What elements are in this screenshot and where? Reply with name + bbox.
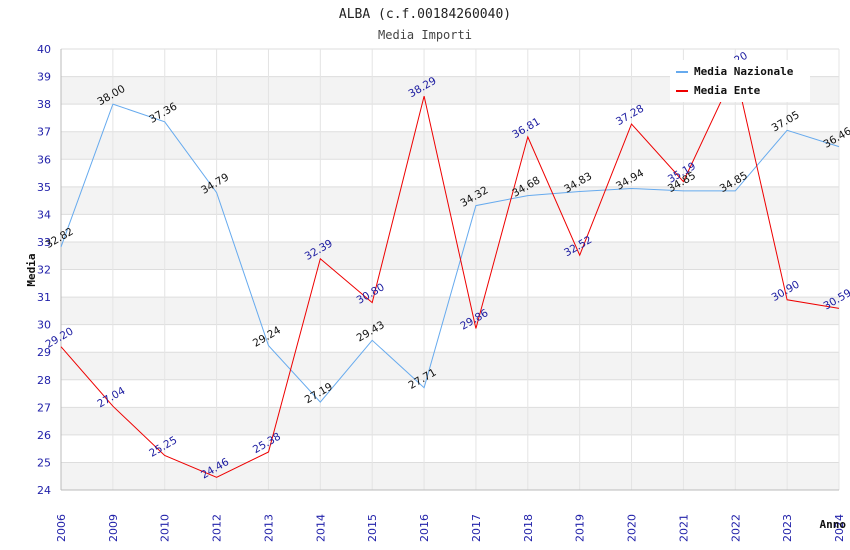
plot-band (61, 241, 839, 270)
x-tick-label: 2020 (626, 514, 639, 542)
y-tick-label: 31 (37, 291, 51, 304)
x-tick-label: 2018 (522, 514, 535, 542)
y-tick-label: 27 (37, 401, 51, 414)
y-tick-label: 40 (37, 43, 51, 56)
plot-band (61, 434, 839, 463)
y-tick-label: 30 (37, 319, 51, 332)
x-tick-label: 2015 (366, 514, 379, 542)
x-tick-label: 2012 (211, 514, 224, 542)
y-tick-label: 36 (37, 153, 51, 166)
y-tick-label: 39 (37, 71, 51, 84)
x-tick-label: 2024 (833, 514, 846, 542)
plot-band (61, 186, 839, 215)
x-tick-label: 2009 (107, 514, 120, 542)
series-line-ente (60, 69, 840, 478)
x-tick-label: 2010 (159, 514, 172, 542)
x-tick-label: 2013 (262, 514, 275, 542)
y-tick-label: 24 (37, 484, 51, 497)
x-tick-label: 2014 (314, 514, 327, 542)
y-tick-label: 28 (37, 374, 51, 387)
y-tick-label: 33 (37, 236, 51, 249)
y-tick-label: 34 (37, 208, 51, 221)
x-tick-label: 2016 (418, 514, 431, 542)
y-tick-label: 25 (37, 456, 51, 469)
series-layer (60, 69, 840, 478)
x-tick-label: 2019 (574, 514, 587, 542)
y-axis-title: Media (25, 253, 38, 286)
x-tick-label: 2022 (729, 514, 742, 542)
legend-box (670, 60, 810, 102)
x-axis-title: Anno (820, 518, 847, 531)
plot-band (61, 159, 839, 187)
x-tick-label: 2017 (470, 514, 483, 542)
plot-band (61, 352, 839, 380)
y-ticks: 24 25 26 27 28 29 30 31 32 33 34 35 36 37 38 39 40 (37, 43, 51, 497)
plot-bands (61, 49, 839, 490)
y-tick-label: 37 (37, 126, 51, 139)
chart-title: ALBA (c.f.00184260040) (339, 7, 511, 22)
x-tick-label: 2023 (781, 514, 794, 542)
y-tick-label: 29 (37, 346, 51, 359)
legend: Media Nazionale Media Ente (670, 60, 810, 102)
plot-band (61, 214, 839, 242)
plot-band (61, 379, 839, 408)
y-tick-label: 38 (37, 98, 51, 111)
series-line-nazionale (60, 103, 840, 403)
legend-label-nazionale: Media Nazionale (694, 65, 794, 78)
plot-band (61, 297, 839, 325)
x-tick-label: 2021 (677, 514, 690, 542)
y-tick-label: 35 (37, 181, 51, 194)
chart-subtitle: Media Importi (378, 28, 472, 42)
plot-band (61, 269, 839, 298)
y-tick-label: 32 (37, 264, 51, 277)
plot-band (61, 462, 839, 490)
plot-band (61, 324, 839, 353)
x-tick-label: 2006 (55, 514, 68, 542)
gridlines (60, 48, 840, 491)
plot-band (61, 407, 839, 435)
x-ticks: 2006 2009 2010 2012 2013 2014 2015 2016 2017 2018… (55, 514, 846, 542)
plot-band (61, 131, 839, 160)
legend-label-ente: Media Ente (694, 84, 761, 97)
y-tick-label: 26 (37, 429, 51, 442)
